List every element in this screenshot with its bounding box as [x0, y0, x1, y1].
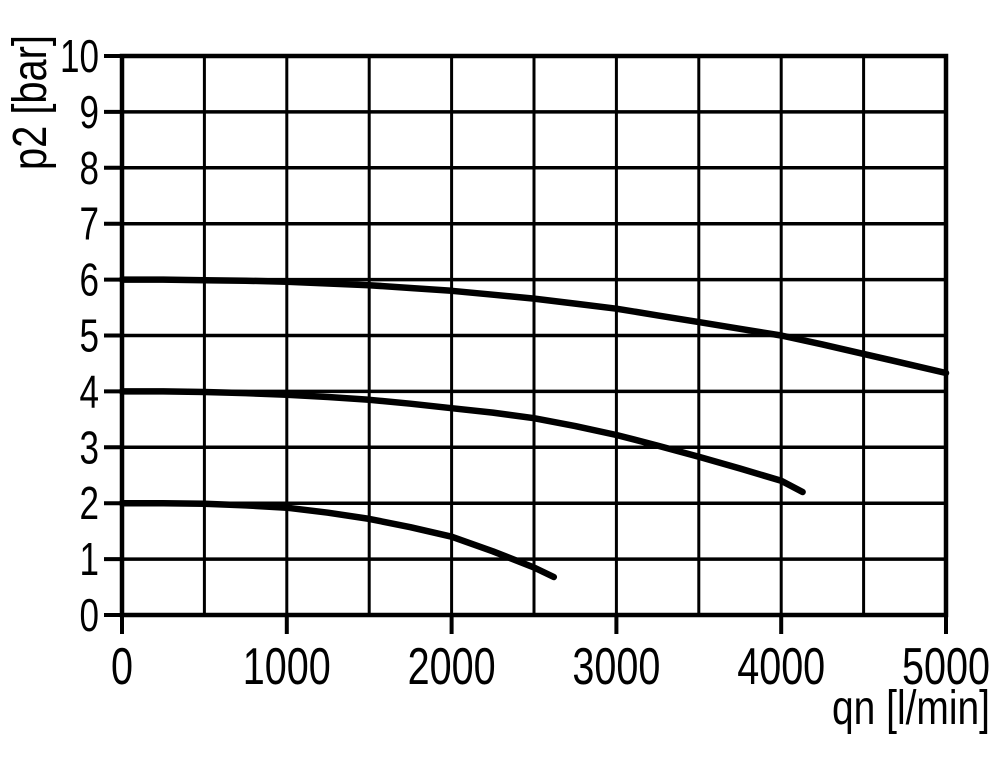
x-tick-label: 3000: [572, 638, 660, 696]
y-tick-label: 10: [60, 30, 99, 82]
y-tick-label: 9: [80, 86, 100, 138]
y-axis-title: p2 [bar]: [4, 35, 57, 170]
x-tick-label: 5000: [902, 638, 990, 696]
x-tick-label: 2000: [408, 638, 496, 696]
y-tick-label: 7: [80, 198, 100, 250]
curve-set-pressure-4-bar: [118, 388, 806, 496]
x-tick-label: 1000: [243, 638, 331, 696]
y-tick-label: 2: [80, 477, 100, 529]
y-tick-label: 8: [80, 142, 100, 194]
y-tick-label: 1: [80, 533, 100, 585]
y-tick-label: 5: [80, 310, 100, 362]
y-tick-label: 4: [80, 365, 100, 417]
curve-set-pressure-2-bar: [118, 499, 558, 581]
y-tick-label: 3: [80, 421, 100, 473]
curve-set-pressure-6-bar: [118, 276, 950, 377]
x-tick-label: 0: [111, 638, 133, 696]
y-tick-label: 0: [80, 589, 100, 641]
x-axis-title: qn [l/min]: [832, 682, 990, 735]
x-tick-label: 4000: [737, 638, 825, 696]
y-tick-label: 6: [80, 254, 100, 306]
